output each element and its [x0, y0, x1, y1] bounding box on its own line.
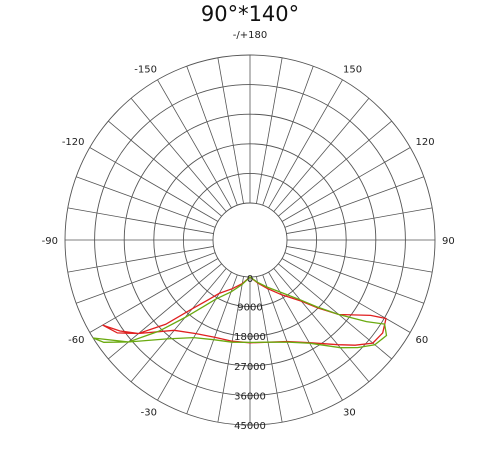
grid-spoke-210	[157, 79, 232, 209]
radial-label-2: 18000	[234, 332, 266, 343]
angle-label-6: -90	[42, 236, 58, 247]
radial-label-4: 36000	[234, 391, 266, 402]
radial-label-3: 27000	[234, 362, 266, 373]
grid-spoke-170	[256, 57, 283, 204]
grid-spoke-240	[89, 147, 219, 222]
radial-label-0: 0	[247, 274, 253, 285]
grid-spoke-220	[130, 98, 227, 212]
series-curve-0	[102, 276, 387, 346]
grid-spoke-80	[286, 246, 433, 273]
radial-label-1: 9000	[237, 303, 262, 314]
grid-spoke-10	[256, 276, 283, 423]
radial-label-5: 45000	[234, 421, 266, 432]
grid-spoke-20	[262, 274, 314, 414]
angle-label-3: 120	[415, 137, 434, 148]
grid-spoke-110	[284, 176, 424, 228]
grid-spoke-230	[108, 120, 222, 217]
grid-spoke-190	[217, 57, 244, 204]
angle-label-4: -120	[62, 137, 85, 148]
grid-spoke-160	[262, 66, 314, 206]
angle-label-5: 90	[442, 236, 455, 247]
angle-label-0: -/+180	[233, 30, 267, 41]
grid-spoke-290	[76, 252, 216, 304]
grid-spoke-150	[268, 79, 343, 209]
series-curve-1	[92, 276, 388, 349]
grid-spoke-60	[281, 258, 411, 333]
grid-spoke-320	[130, 268, 227, 382]
grid-spoke-250	[76, 176, 216, 228]
grid-spoke-350	[217, 276, 244, 423]
grid-spoke-70	[284, 252, 424, 304]
angle-label-9: 30	[343, 407, 356, 418]
chart-title: 90°*140°	[200, 2, 300, 26]
angle-label-10: -30	[141, 407, 157, 418]
angle-label-2: -150	[134, 65, 157, 76]
grid-spoke-120	[281, 147, 411, 222]
grid-spoke-140	[273, 98, 370, 212]
grid-spoke-340	[186, 274, 238, 414]
angle-label-7: 60	[415, 335, 428, 346]
grid-spoke-260	[67, 207, 214, 234]
grid-spoke-30	[268, 271, 343, 401]
grid-spoke-310	[108, 263, 222, 360]
angle-label-8: -60	[68, 335, 84, 346]
grid-ring-0	[212, 202, 288, 278]
grid-spoke-100	[286, 207, 433, 234]
grid-spoke-280	[67, 246, 214, 273]
grid-spoke-40	[273, 268, 370, 382]
grid-spoke-130	[278, 120, 392, 217]
grid-spoke-200	[186, 66, 238, 206]
grid-spoke-300	[89, 258, 219, 333]
angle-label-1: 150	[343, 65, 362, 76]
